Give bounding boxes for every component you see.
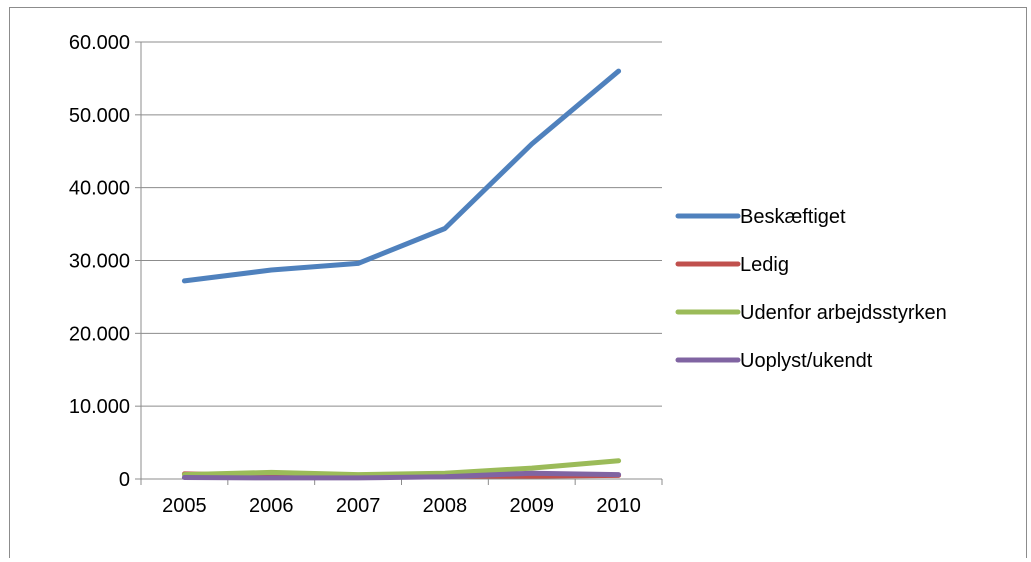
- x-tick-label: 2009: [510, 495, 555, 517]
- series-line-uoplyst-ukendt: [181, 470, 622, 481]
- legend-label: Uoplyst/ukendt: [740, 350, 873, 372]
- x-tick-label: 2005: [162, 495, 207, 517]
- legend: Beskæftiget Ledig Udenfor arbejdsstyrken Uo…: [675, 206, 947, 372]
- line-chart: 0 10.000 20.000 30.000 40.000 50.000 60.000 20…: [69, 32, 947, 517]
- y-axis-tick-labels: 0 10.000 20.000 30.000 40.000 50.000 60.000: [69, 32, 130, 491]
- x-axis-tick-labels: 2005 2006 2007 2008 2009 2010: [162, 495, 641, 517]
- x-tick-label: 2008: [423, 495, 468, 517]
- y-tick-label: 50.000: [69, 105, 130, 127]
- y-tick-label: 20.000: [69, 323, 130, 345]
- legend-label: Udenfor arbejdsstyrken: [740, 302, 947, 324]
- legend-label: Ledig: [740, 254, 789, 276]
- series-line-beskæftiget: [181, 68, 622, 284]
- x-tick-label: 2010: [596, 495, 641, 517]
- chart-area: 0 10.000 20.000 30.000 40.000 50.000 60.000 20…: [9, 7, 1027, 558]
- legend-label: Beskæftiget: [740, 206, 846, 228]
- y-tick-label: 0: [119, 469, 130, 491]
- y-tick-label: 60.000: [69, 32, 130, 54]
- y-tick-label: 40.000: [69, 178, 130, 200]
- x-tick-label: 2006: [249, 495, 294, 517]
- series-lines: [181, 68, 622, 481]
- axes: [135, 41, 663, 485]
- series-line-udenfor-arbejdsstyrken: [181, 458, 622, 478]
- y-tick-label: 30.000: [69, 251, 130, 273]
- gridlines: [141, 41, 662, 407]
- x-tick-label: 2007: [336, 495, 381, 517]
- y-tick-label: 10.000: [69, 396, 130, 418]
